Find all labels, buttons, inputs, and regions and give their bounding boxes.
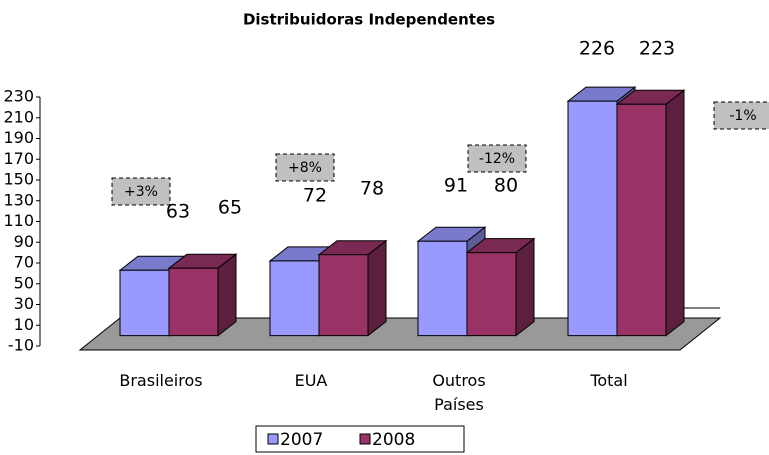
annotation: -12% bbox=[479, 151, 515, 167]
bar-side bbox=[665, 89, 685, 337]
y-tick-label: 230 bbox=[3, 87, 34, 106]
annotation-box bbox=[713, 101, 769, 130]
data-label: 63 bbox=[166, 201, 190, 223]
y-tick-label: 210 bbox=[3, 107, 34, 126]
y-tick-label: 130 bbox=[3, 190, 34, 209]
bar bbox=[167, 253, 238, 337]
bar-front bbox=[466, 252, 517, 337]
data-label: 91 bbox=[444, 175, 468, 197]
bar bbox=[615, 89, 686, 337]
annotation: +8% bbox=[288, 160, 322, 176]
bar-front bbox=[567, 100, 618, 337]
legend-label: 2008 bbox=[372, 430, 415, 450]
bar-front bbox=[269, 260, 320, 337]
x-tick-label: Brasileiros bbox=[119, 371, 203, 390]
y-tick-label: 150 bbox=[3, 170, 34, 189]
y-tick-label: 110 bbox=[3, 211, 34, 230]
legend-swatch bbox=[359, 433, 371, 445]
legend-swatch bbox=[267, 433, 279, 445]
annotation-box bbox=[111, 177, 171, 206]
x-tick-label: EUA bbox=[294, 371, 328, 390]
annotation: -1% bbox=[729, 108, 756, 124]
bar-front bbox=[318, 254, 369, 337]
bar-front bbox=[616, 103, 667, 337]
bar-side bbox=[515, 237, 535, 337]
y-tick-label: -10 bbox=[8, 336, 34, 355]
x-tick-label: Outros Países bbox=[432, 371, 486, 414]
data-label: 80 bbox=[494, 175, 518, 197]
annotation-box bbox=[275, 153, 335, 182]
annotation-box bbox=[467, 144, 527, 173]
data-label: 78 bbox=[360, 178, 384, 200]
y-tick-label: 70 bbox=[14, 253, 34, 272]
bar-front bbox=[168, 267, 219, 337]
data-label: 223 bbox=[639, 38, 675, 60]
bar-side bbox=[367, 239, 387, 337]
bar bbox=[317, 239, 388, 337]
y-tick-label: 190 bbox=[3, 128, 34, 147]
data-label: 226 bbox=[579, 38, 615, 60]
data-label: 72 bbox=[303, 185, 327, 207]
bar-front bbox=[417, 240, 468, 337]
y-tick-label: 90 bbox=[14, 232, 34, 251]
chart-title: Distribuidoras Independentes bbox=[243, 11, 495, 29]
legend-label: 2007 bbox=[280, 430, 323, 450]
annotation: +3% bbox=[124, 184, 158, 200]
y-tick-label: 30 bbox=[14, 294, 34, 313]
floor bbox=[78, 317, 722, 351]
data-label: 65 bbox=[218, 197, 242, 219]
y-tick-label: 170 bbox=[3, 149, 34, 168]
bar-front bbox=[119, 269, 170, 337]
y-tick-label: 50 bbox=[14, 273, 34, 292]
bar bbox=[465, 237, 536, 337]
x-tick-label: Total bbox=[590, 371, 628, 390]
y-tick-label: 10 bbox=[14, 315, 34, 334]
